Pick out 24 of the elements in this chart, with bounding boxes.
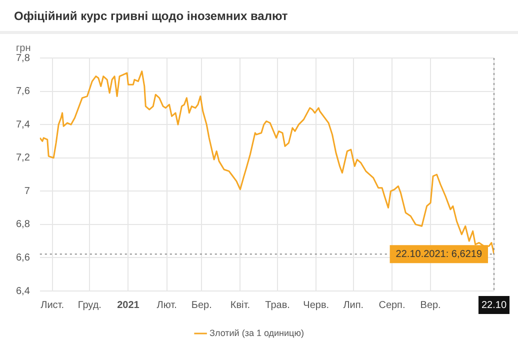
y-tick-label: 7,6 [16,86,30,98]
x-tick-label: Вер. [420,300,441,311]
y-tick-label: 6,8 [16,219,30,230]
x-tick-label: Черв. [303,300,330,311]
y-tick-label: 7 [24,186,30,197]
x-tick-label: Бер. [191,300,212,311]
y-tick-label: 7,2 [16,152,30,164]
x-tick-label: Лют. [156,300,177,311]
y-tick-label: 7,4 [16,119,30,130]
x-tick-label: Трав. [265,300,290,311]
x-tick-label: Серп. [378,300,406,311]
y-tick-label: 6,4 [16,286,30,297]
x-tick-label: Квіт. [230,300,250,311]
x-tick-label: Лип. [343,300,364,311]
annotation: 22.10.2021: 6,6219 [396,248,482,260]
y-tick-label: 6,6 [16,252,30,264]
x-tick-label: Груд. [78,300,102,311]
x-tick-label: 2021 [117,300,140,311]
x-tick-label: 22.10 [481,300,507,311]
y-tick-label: 7,8 [16,52,30,64]
x-tick-label: Лист. [40,300,64,311]
chart-title: Офіційний курс гривні щодо іноземних валют [14,9,288,23]
legend-label: Злотий (за 1 одиницю) [210,328,304,338]
y-axis-title: грн [16,42,31,54]
